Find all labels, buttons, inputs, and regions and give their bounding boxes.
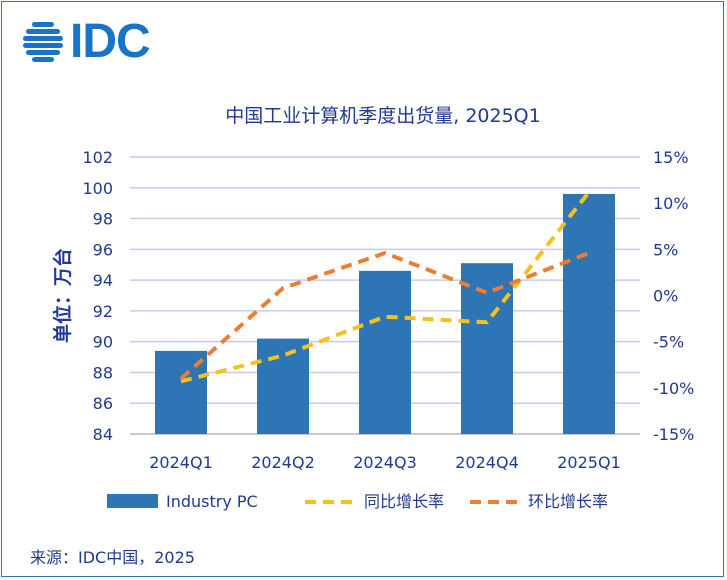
idc-logo: IDC xyxy=(22,15,151,68)
globe-icon xyxy=(23,22,63,62)
legend-label-bar: Industry PC xyxy=(166,492,258,511)
y-tick-label: 86 xyxy=(93,394,113,413)
bar-2024Q4 xyxy=(461,263,513,434)
x-tick-label: 2025Q1 xyxy=(557,453,621,472)
bar-2025Q1 xyxy=(563,193,615,434)
x-tick-label: 2024Q4 xyxy=(455,453,519,472)
y2-tick-label: -5% xyxy=(653,333,684,352)
bar-2024Q3 xyxy=(359,270,411,434)
y-tick-label: 100 xyxy=(82,179,113,198)
y-tick-label: 88 xyxy=(93,363,113,382)
y2-tick-label: 15% xyxy=(653,148,689,167)
logo-wordmark: IDC xyxy=(70,15,151,68)
x-tick-label: 2024Q2 xyxy=(251,453,315,472)
source-note: 来源：IDC中国，2025 xyxy=(30,548,195,567)
y-tick-label: 98 xyxy=(93,210,113,229)
legend-label-qoq: 环比增长率 xyxy=(528,492,608,511)
legend-swatch-bar xyxy=(107,494,158,508)
x-tick-label: 2024Q3 xyxy=(353,453,417,472)
x-tick-label: 2024Q1 xyxy=(149,453,213,472)
y2-tick-label: 0% xyxy=(653,287,678,306)
y-tick-label: 90 xyxy=(93,333,113,352)
y-tick-label: 94 xyxy=(93,271,113,290)
bar-2024Q2 xyxy=(257,338,309,434)
y-tick-label: 102 xyxy=(82,148,113,167)
y2-tick-label: 5% xyxy=(653,240,678,259)
y-tick-label: 92 xyxy=(93,302,113,321)
y2-tick-label: -10% xyxy=(653,379,694,398)
y-tick-label: 96 xyxy=(93,240,113,259)
y-tick-label: 84 xyxy=(93,425,113,444)
y2-tick-label: 10% xyxy=(653,194,689,213)
legend-label-yoy: 同比增长率 xyxy=(364,492,444,511)
chart-title: 中国工业计算机季度出货量, 2025Q1 xyxy=(225,105,540,127)
y2-tick-label: -15% xyxy=(653,425,694,444)
y-axis-label: 单位：万台 xyxy=(51,248,74,343)
